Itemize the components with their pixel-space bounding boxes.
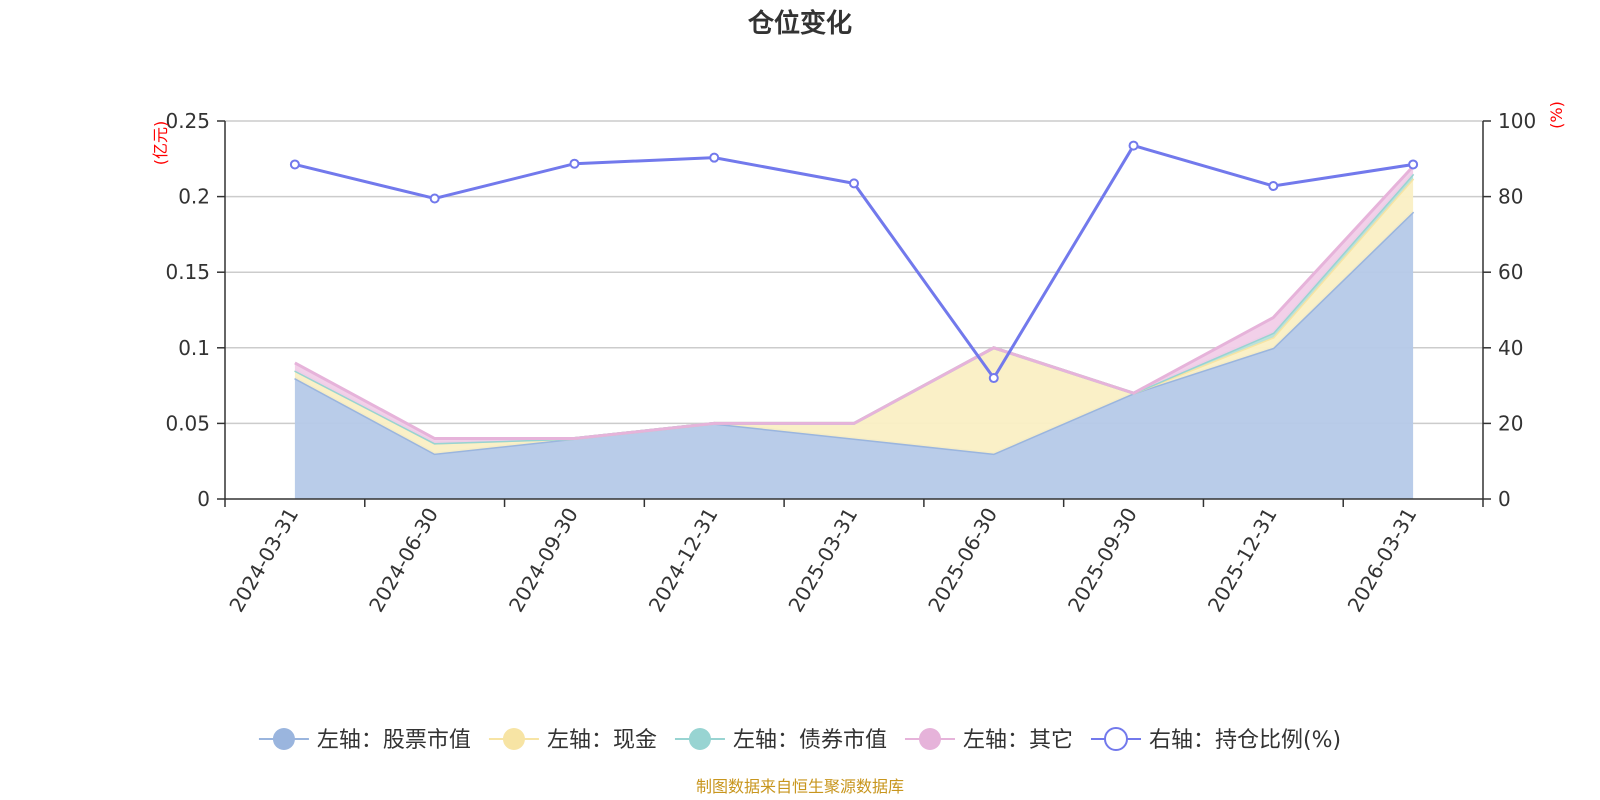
right-axis-tick-label: 100: [1498, 109, 1536, 133]
ratio-point: [429, 193, 440, 204]
x-axis-label: 2025-06-30: [923, 504, 1002, 617]
x-axis-label: 2024-12-31: [644, 504, 723, 617]
ratio-point: [1408, 159, 1419, 170]
x-axis-label: 2025-12-31: [1203, 504, 1282, 617]
left-axis-tick-label: 0: [197, 487, 210, 511]
legend-marker: [272, 728, 295, 750]
x-axis-label: 2025-03-31: [783, 504, 862, 617]
x-axis-label: 2024-09-30: [504, 504, 583, 617]
left-axis-tick-label: 0.25: [165, 109, 210, 133]
legend-label: 右轴：持仓比例(%): [1149, 728, 1341, 753]
ratio-point: [1268, 181, 1279, 192]
x-axis-label: 2024-06-30: [364, 503, 443, 616]
area-edge-左轴：其它: [294, 165, 1415, 441]
area-左轴：股票市值: [294, 211, 1414, 499]
right-axis-tick-label: 60: [1498, 260, 1523, 284]
x-axis-label: 2024-03-31: [224, 504, 303, 617]
stacked-areas: [294, 165, 1415, 499]
right-axis-unit: (%): [1547, 101, 1566, 129]
left-axis-unit: (亿元): [151, 121, 170, 166]
legend-marker: [502, 728, 525, 750]
right-axis-tick-label: 40: [1498, 336, 1523, 360]
right-axis-tick-label: 20: [1498, 411, 1523, 435]
left-axis-tick-label: 0.15: [165, 260, 210, 284]
ratio-point: [849, 178, 859, 189]
legend-marker: [688, 728, 711, 750]
legend-label: 左轴：债券市值: [733, 728, 887, 753]
data-source-note: 制图数据来自恒生聚源数据库: [696, 777, 904, 796]
legend: 左轴：股票市值 左轴：现金 左轴：债券市值 左轴：其它 右轴：持仓比例(%): [258, 727, 1341, 753]
legend-marker: [1103, 727, 1128, 751]
right-axis-tick-label: 0: [1498, 487, 1511, 511]
x-axis-label: 2025-09-30: [1063, 504, 1142, 617]
left-axis-tick-label: 0.1: [178, 336, 210, 360]
chart-title: 仓位变化: [747, 8, 852, 39]
legend-label: 左轴：现金: [547, 728, 657, 753]
ratio-point: [289, 159, 300, 170]
ratio-point: [569, 158, 580, 169]
legend-label: 左轴：股票市值: [317, 728, 471, 753]
left-axis-tick-label: 0.2: [178, 185, 210, 209]
right-axis-tick-label: 80: [1498, 185, 1523, 209]
position-ratio-line: [289, 140, 1419, 384]
legend-label: 左轴：其它: [963, 728, 1073, 753]
left-axis-tick-label: 0.05: [165, 411, 210, 435]
ratio-point: [1128, 140, 1139, 151]
legend-marker: [918, 728, 941, 750]
x-axis-label: 2026-03-31: [1343, 504, 1422, 617]
ratio-point: [709, 152, 720, 163]
ratio-point: [988, 373, 999, 384]
